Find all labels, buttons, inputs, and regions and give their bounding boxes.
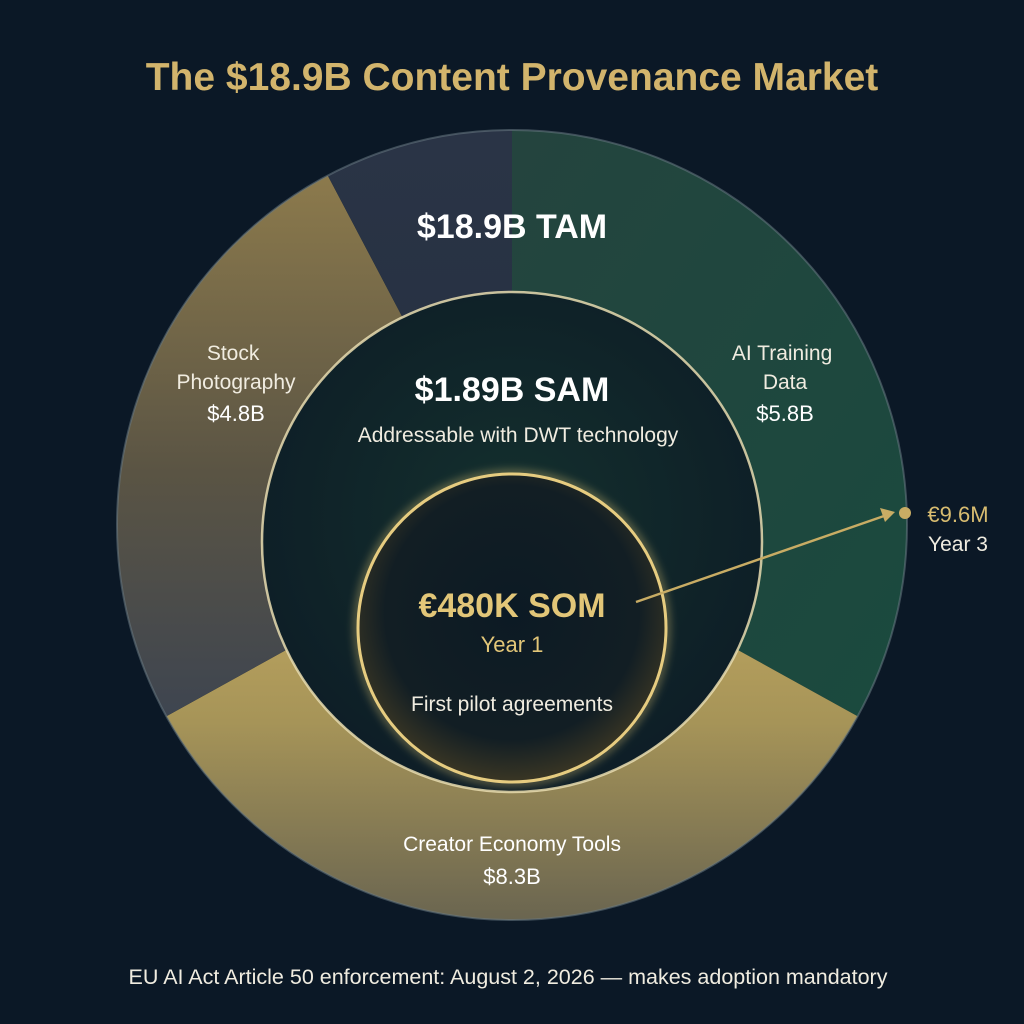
som-label: €480K SOM [418, 587, 605, 625]
page-title: The $18.9B Content Provenance Market [146, 56, 879, 99]
tam-label: $18.9B TAM [417, 208, 607, 246]
projection-dot [899, 507, 911, 519]
projection-year: Year 3 [928, 533, 988, 556]
sam-sublabel: Addressable with DWT technology [358, 424, 679, 447]
projection-arrow [635, 507, 911, 604]
segment-label-ai-training-data: AI Training Data [732, 342, 838, 394]
som-year: Year 1 [481, 632, 544, 657]
segment-label-creator-economy-tools: Creator Economy Tools [403, 833, 621, 856]
segment-label-stock-photography: Stock Photography [176, 342, 296, 394]
footer-note: EU AI Act Article 50 enforcement: August… [129, 965, 888, 989]
tam-outline [116, 129, 908, 921]
som-note: First pilot agreements [411, 693, 613, 716]
segment-value-ai-training-data: $5.8B [756, 401, 814, 426]
som-circle [353, 469, 671, 787]
segment-value-stock-photography: $4.8B [207, 401, 265, 426]
projection-value: €9.6M [927, 502, 988, 527]
sam-label: $1.89B SAM [415, 371, 610, 409]
segment-value-creator-economy-tools: $8.3B [483, 864, 541, 889]
